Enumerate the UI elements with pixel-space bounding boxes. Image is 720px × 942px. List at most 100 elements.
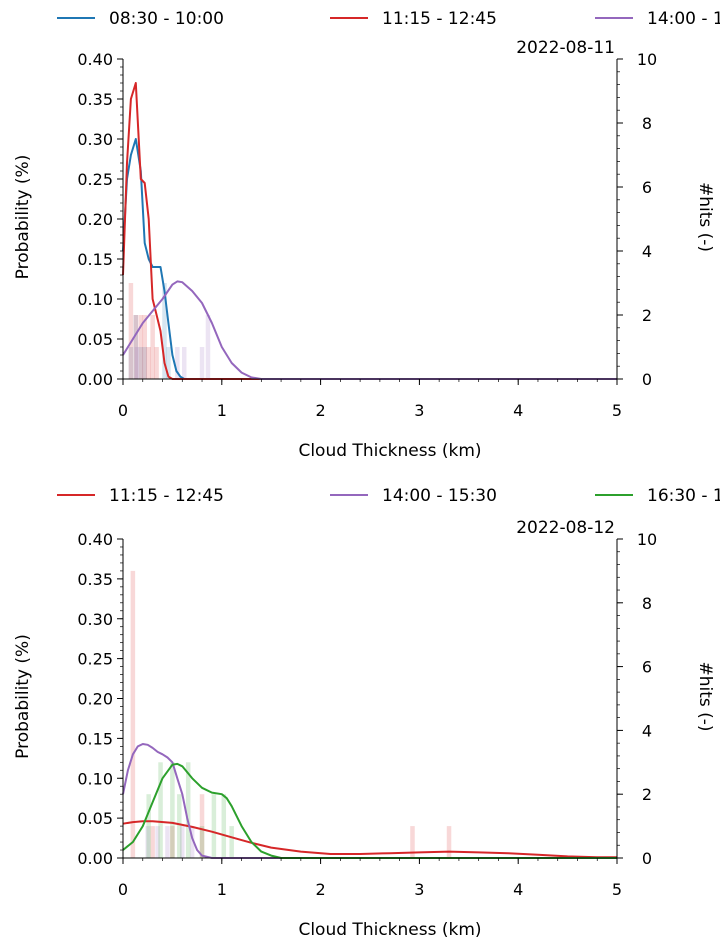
y-tick-label-6: 0.25 <box>77 170 113 189</box>
y-tick-label-5: 0.20 <box>77 690 113 709</box>
hit-bar-s2-5 <box>189 826 195 858</box>
x-axis-label: Cloud Thickness (km) <box>298 920 481 940</box>
hit-bar-s1-1 <box>130 570 136 858</box>
y-tick-label-6: 0.25 <box>77 650 113 669</box>
x-tick-label-2: 1 <box>217 401 227 420</box>
legend-label-3: 14:00 - 15:30 <box>647 9 720 29</box>
x-tick-label-3: 2 <box>316 401 326 420</box>
series-line-2 <box>122 743 617 859</box>
hit-bar-s3-2 <box>175 347 180 379</box>
hit-bar-s3-1 <box>146 794 151 858</box>
hit-bar-s1-4 <box>199 794 205 858</box>
y2-tick-label-2: 2 <box>642 785 652 804</box>
hit-bar-s1-4 <box>142 347 147 379</box>
y2-axis-label: #hits (-) <box>695 661 715 731</box>
y-tick-label-4: 0.15 <box>77 250 113 269</box>
date-label: 2022-08-12 <box>516 518 615 538</box>
y-tick-label-9: 0.40 <box>77 530 113 549</box>
y2-tick-label-4: 6 <box>642 178 652 197</box>
x-tick-label-2: 1 <box>217 880 227 899</box>
hit-bar-s3-3 <box>182 347 187 379</box>
y2-tick-label-3: 4 <box>642 721 652 740</box>
y-tick-label-8: 0.35 <box>77 90 113 109</box>
y2-tick-label-5: 8 <box>642 594 652 613</box>
hit-bar-s3-9 <box>229 826 234 858</box>
y-tick-label-7: 0.30 <box>77 130 113 149</box>
hit-bar-s3-5 <box>205 315 211 379</box>
series-lines <box>122 82 617 380</box>
hit-bar-s2-2 <box>133 315 139 379</box>
hit-bar-s3-4 <box>177 794 182 858</box>
legend: 11:15 - 12:45 14:00 - 15:30 16:30 - 18:00 <box>57 486 720 506</box>
y2-tick-label-4: 6 <box>642 658 652 677</box>
axes: 0.00 0.05 0.10 0.15 0.20 0.25 0.30 0.35 0.40 0 2 4 6… <box>13 38 715 461</box>
hit-bar-s2-3 <box>165 826 170 858</box>
y2-tick-label-3: 4 <box>642 242 652 261</box>
hit-bar-s2-6 <box>150 315 155 379</box>
y-tick-label-2: 0.05 <box>77 330 113 349</box>
hit-bar-s1-5 <box>410 826 415 858</box>
hit-bar-s2-1 <box>145 826 150 858</box>
x-tick-label-6: 5 <box>612 880 622 899</box>
series-lines <box>122 743 617 859</box>
hit-bar-s1-1 <box>128 347 134 379</box>
hit-bar-s1-5 <box>162 283 167 379</box>
hit-bar-s3-1 <box>134 347 140 379</box>
hit-bar-s2-3 <box>138 315 144 379</box>
y2-tick-label-6: 10 <box>637 530 657 549</box>
y-tick-label-9: 0.40 <box>77 50 113 69</box>
hit-bar-s1-3 <box>170 826 175 858</box>
hit-bar-s2-5 <box>146 347 151 379</box>
hit-bar-s3-7 <box>211 794 217 858</box>
x-tick-label-5: 4 <box>513 880 523 899</box>
x-tick-label-1: 0 <box>118 880 128 899</box>
x-tick-label-1: 0 <box>118 401 128 420</box>
series-line-2 <box>122 82 617 380</box>
y-axis-label: Probability (%) <box>13 155 33 280</box>
y-tick-label-5: 0.20 <box>77 210 113 229</box>
legend-label-2: 11:15 - 12:45 <box>382 9 497 29</box>
date-label: 2022-08-11 <box>516 38 615 58</box>
series-line-3 <box>122 762 617 859</box>
hit-bar-s2-4 <box>180 826 185 858</box>
hit-bar-s1-2 <box>150 826 155 858</box>
hit-bar-s3-3 <box>170 762 175 858</box>
hit-bar-s2-7 <box>154 347 159 379</box>
y-axis-label: Probability (%) <box>13 634 33 759</box>
hit-bar-s1-6 <box>446 826 452 858</box>
y2-tick-label-6: 10 <box>637 50 657 69</box>
hit-bar-s2-1 <box>128 283 134 379</box>
x-tick-label-3: 2 <box>316 880 326 899</box>
hit-bar-s2-2 <box>155 826 160 858</box>
y-tick-label-1: 0.00 <box>77 370 113 389</box>
legend: 08:30 - 10:00 11:15 - 12:45 14:00 - 15:30 <box>57 9 720 29</box>
y-tick-label-1: 0.00 <box>77 849 113 868</box>
legend-label-2: 14:00 - 15:30 <box>382 486 497 506</box>
hit-bar-s1-2 <box>133 315 139 379</box>
hits-bars <box>128 283 211 379</box>
y-tick-label-4: 0.15 <box>77 729 113 748</box>
y2-tick-label-1: 0 <box>642 849 652 868</box>
y-tick-label-2: 0.05 <box>77 809 113 828</box>
y-tick-label-7: 0.30 <box>77 610 113 629</box>
y2-tick-label-1: 0 <box>642 370 652 389</box>
y2-axis-label: #hits (-) <box>695 182 715 252</box>
x-axis-label: Cloud Thickness (km) <box>298 441 481 461</box>
hit-bar-s3-8 <box>221 794 227 858</box>
y-tick-label-3: 0.10 <box>77 769 113 788</box>
hit-bar-s1-3 <box>138 347 144 379</box>
series-line-1 <box>122 820 617 859</box>
y2-tick-label-5: 8 <box>642 114 652 133</box>
hit-bar-s1-6 <box>166 347 171 379</box>
legend-label-1: 08:30 - 10:00 <box>109 9 224 29</box>
y2-tick-label-2: 2 <box>642 306 652 325</box>
axes: 0.00 0.05 0.10 0.15 0.20 0.25 0.30 0.35 0.40 0 2 4 6… <box>13 518 715 940</box>
x-tick-label-5: 4 <box>513 401 523 420</box>
y-tick-label-8: 0.35 <box>77 570 113 589</box>
hit-bar-s3-2 <box>158 762 163 858</box>
x-tick-label-4: 3 <box>414 880 424 899</box>
x-tick-label-4: 3 <box>414 401 424 420</box>
series-line-3 <box>122 280 617 380</box>
